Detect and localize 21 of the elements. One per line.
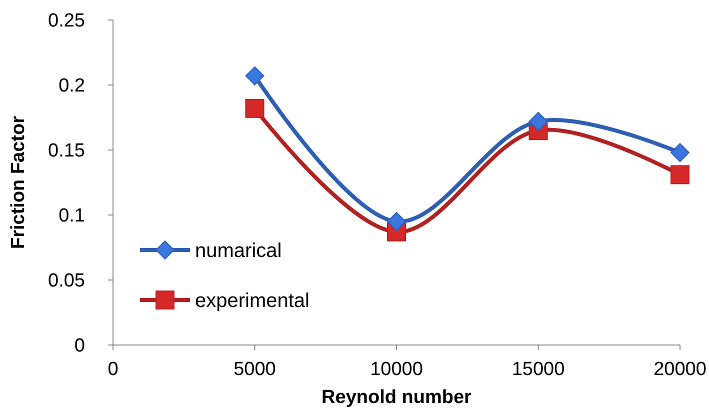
x-tick-label: 0 [108,359,118,380]
y-tick-label: 0.1 [58,206,85,227]
point [245,66,264,86]
point [387,212,406,231]
x-tick-label: 5000 [234,359,276,380]
x-axis-title: Reynold number [322,387,472,408]
legend-label: experimental [195,290,310,312]
y-tick-label: 0.2 [58,76,85,97]
x-tick-label: 20000 [654,359,706,380]
y-tick-label: 0 [74,336,85,357]
y-tick-label: 0.25 [48,10,85,32]
point [245,98,264,118]
legend-label: numarical [195,240,282,262]
y-axis-title: Friction Factor [8,115,29,250]
point [528,112,548,131]
y-tick-label: 0.15 [48,140,85,162]
y-tick-label: 0.05 [48,270,85,292]
point [670,165,690,184]
point [670,143,690,162]
x-tick-label: 15000 [512,359,565,380]
x-tick-label: 10000 [370,359,423,380]
